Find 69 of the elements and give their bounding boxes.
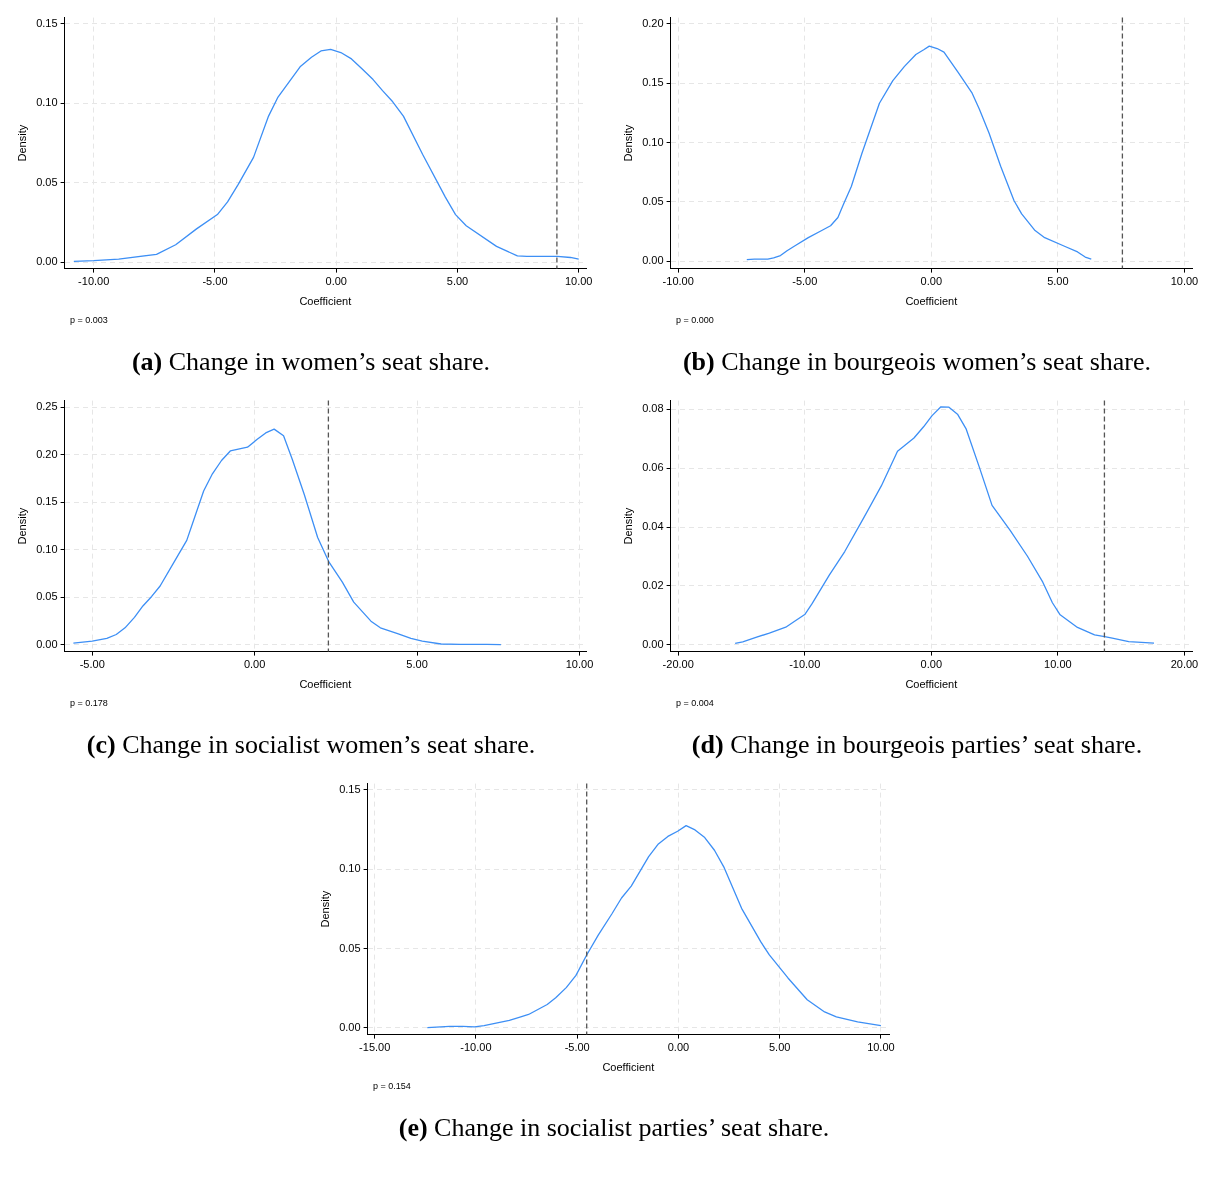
x-tick-label: 5.00: [406, 658, 428, 671]
x-axis-title: Coefficient: [905, 678, 958, 691]
x-tick-label: 10.00: [565, 658, 594, 671]
y-tick-label: 0.20: [36, 447, 58, 460]
y-tick-label: 0.15: [339, 782, 361, 795]
y-axis-title: Density: [621, 507, 634, 545]
y-tick-label: 0.05: [642, 195, 664, 208]
y-tick-label: 0.20: [642, 16, 664, 29]
y-tick-label: 0.05: [36, 590, 58, 603]
y-tick-label: 0.00: [642, 254, 664, 267]
y-tick-label: 0.08: [642, 402, 664, 415]
x-tick-label: -10.00: [789, 658, 821, 671]
x-axis-title: Coefficient: [602, 1061, 655, 1074]
y-tick-label: 0.10: [36, 96, 58, 109]
y-tick-label: 0.10: [642, 135, 664, 148]
x-tick-label: -20.00: [662, 658, 694, 671]
text: (c) Change in socialist women’s seat share.: [85, 730, 537, 760]
x-tick-label: -15.00: [359, 1041, 391, 1054]
y-axis-title: Density: [15, 507, 28, 545]
x-tick-label: 5.00: [1047, 275, 1069, 288]
text: (b) Change in bourgeois women’s seat share.: [681, 347, 1153, 377]
x-tick-label: -10.00: [460, 1041, 492, 1054]
text: p = 0.000: [676, 315, 715, 325]
y-tick-label: 0.00: [36, 637, 58, 650]
x-tick-label: 0.00: [667, 1041, 690, 1054]
y-axis-title: Density: [318, 890, 331, 928]
x-tick-label: -5.00: [79, 658, 105, 671]
y-tick-label: 0.00: [642, 637, 664, 650]
y-tick-label: 0.10: [36, 542, 58, 555]
y-tick-label: 0.00: [36, 255, 58, 268]
x-tick-label: 5.00: [768, 1041, 791, 1054]
y-tick-label: 0.15: [36, 495, 58, 508]
y-axis-title: Density: [621, 124, 634, 162]
y-tick-label: 0.15: [642, 76, 664, 89]
x-tick-label: 10.00: [1044, 658, 1072, 671]
x-tick-label: -5.00: [202, 275, 228, 288]
x-tick-label: -5.00: [564, 1041, 590, 1054]
y-tick-label: 0.06: [642, 461, 664, 474]
text: p = 0.178: [70, 698, 109, 708]
x-tick-label: 0.00: [325, 275, 347, 288]
y-tick-label: 0.15: [36, 16, 58, 29]
x-tick-label: -10.00: [78, 275, 110, 288]
y-tick-label: 0.00: [339, 1020, 361, 1033]
x-tick-label: 5.00: [446, 275, 469, 288]
y-tick-label: 0.04: [642, 520, 664, 533]
y-tick-label: 0.25: [36, 400, 58, 413]
x-tick-label: -10.00: [662, 275, 694, 288]
x-tick-label: 0.00: [920, 275, 943, 288]
x-tick-label: 0.00: [920, 658, 943, 671]
x-tick-label: 0.00: [243, 658, 266, 671]
y-tick-label: 0.02: [642, 579, 664, 592]
y-tick-label: 0.05: [36, 175, 58, 188]
x-tick-label: 10.00: [1170, 275, 1199, 288]
text: p = 0.004: [676, 698, 715, 708]
text: (a) Change in women’s seat share.: [130, 347, 492, 377]
x-axis-title: Coefficient: [299, 678, 352, 691]
y-tick-label: 0.05: [339, 941, 361, 954]
x-tick-label: -5.00: [792, 275, 818, 288]
text: p = 0.154: [373, 1081, 412, 1091]
x-tick-label: 20.00: [1170, 658, 1199, 671]
y-tick-label: 0.10: [339, 862, 361, 875]
x-tick-label: 10.00: [564, 275, 593, 288]
x-axis-title: Coefficient: [299, 295, 352, 308]
text: (d) Change in bourgeois parties’ seat share.: [690, 730, 1144, 760]
text: (e) Change in socialist parties’ seat share.: [397, 1113, 831, 1143]
x-axis-title: Coefficient: [905, 295, 958, 308]
y-axis-title: Density: [15, 124, 28, 162]
x-tick-label: 10.00: [867, 1041, 895, 1054]
text: p = 0.003: [70, 315, 109, 325]
